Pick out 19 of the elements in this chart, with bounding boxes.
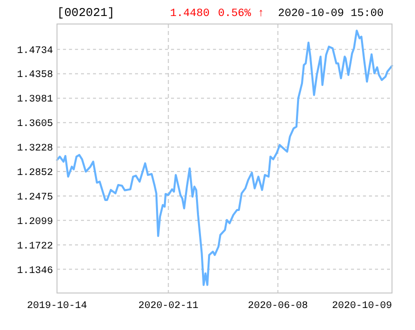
- y-tick-label: 1.3228: [16, 144, 53, 155]
- y-tick-label: 1.3981: [16, 94, 53, 106]
- y-tick-label: 1.1346: [16, 266, 53, 277]
- y-tick-label: 1.1722: [16, 241, 53, 252]
- x-tick-label: 2020-02-11: [138, 301, 198, 312]
- x-tick-label: 2020-06-08: [248, 301, 308, 312]
- y-tick-label: 1.3605: [16, 119, 53, 130]
- y-tick-label: 1.4358: [16, 70, 53, 82]
- text: 1.4480: [170, 8, 210, 20]
- y-tick-label: 1.4734: [16, 46, 53, 57]
- y-tick-label: 1.2099: [16, 216, 53, 228]
- x-tick-label: 2020-10-09: [332, 301, 392, 312]
- y-tick-label: 1.2852: [16, 168, 53, 180]
- line-series: [56, 30, 393, 286]
- x-tick-label: 2019-10-14: [26, 301, 88, 312]
- chart-title: [002021]: [57, 6, 115, 20]
- text: 2020-10-09 15:00: [278, 8, 384, 20]
- y-tick-label: 1.2475: [16, 192, 53, 204]
- text: 0.56% ↑: [218, 8, 264, 20]
